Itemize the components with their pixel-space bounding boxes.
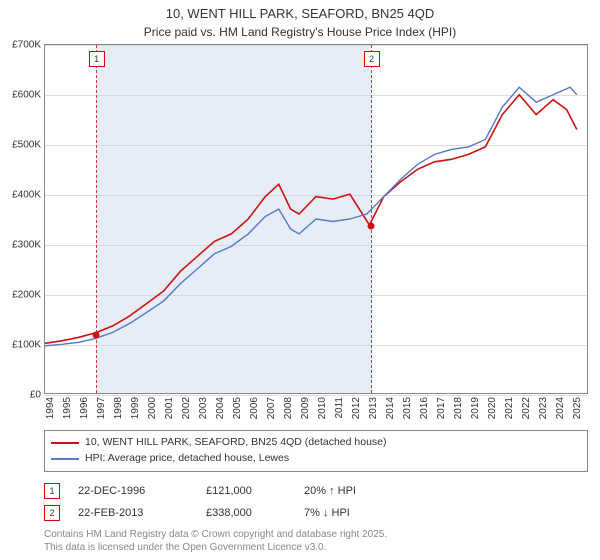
sale-row-price: £338,000 bbox=[206, 507, 286, 519]
xtick-label: 1994 bbox=[45, 397, 56, 427]
xtick-label: 2004 bbox=[215, 397, 226, 427]
chart-area: £0£100K£200K£300K£400K£500K£600K£700K199… bbox=[44, 44, 588, 394]
series-price_paid bbox=[45, 95, 577, 344]
xtick-label: 2019 bbox=[470, 397, 481, 427]
sale-row-diff: 7% ↓ HPI bbox=[304, 507, 394, 519]
sales-table: 1 22-DEC-1996 £121,000 20% ↑ HPI 2 22-FEB-201… bbox=[44, 480, 588, 524]
xtick-label: 2007 bbox=[266, 397, 277, 427]
footer-line-1: Contains HM Land Registry data © Crown c… bbox=[44, 528, 588, 541]
line-layer bbox=[45, 45, 587, 393]
xtick-label: 1998 bbox=[113, 397, 124, 427]
xtick-label: 2011 bbox=[334, 397, 345, 427]
sale-row-date: 22-FEB-2013 bbox=[78, 507, 188, 519]
xtick-label: 2002 bbox=[181, 397, 192, 427]
xtick-label: 2023 bbox=[538, 397, 549, 427]
xtick-label: 2009 bbox=[300, 397, 311, 427]
ytick-label: £100K bbox=[1, 340, 41, 351]
xtick-label: 2012 bbox=[351, 397, 362, 427]
legend-row: HPI: Average price, detached house, Lewe… bbox=[51, 451, 581, 467]
sale-marker-box: 1 bbox=[89, 51, 105, 67]
xtick-label: 2014 bbox=[385, 397, 396, 427]
xtick-label: 1995 bbox=[62, 397, 73, 427]
xtick-label: 2022 bbox=[521, 397, 532, 427]
xtick-label: 2003 bbox=[198, 397, 209, 427]
xtick-label: 2015 bbox=[402, 397, 413, 427]
xtick-label: 2013 bbox=[368, 397, 379, 427]
sale-marker-box: 2 bbox=[364, 51, 380, 67]
xtick-label: 2005 bbox=[232, 397, 243, 427]
plot-region: £0£100K£200K£300K£400K£500K£600K£700K199… bbox=[44, 44, 588, 394]
xtick-label: 2008 bbox=[283, 397, 294, 427]
legend-box: 10, WENT HILL PARK, SEAFORD, BN25 4QD (d… bbox=[44, 430, 588, 472]
ytick-label: £300K bbox=[1, 240, 41, 251]
xtick-label: 1999 bbox=[130, 397, 141, 427]
legend-area: 10, WENT HILL PARK, SEAFORD, BN25 4QD (d… bbox=[44, 430, 588, 472]
xtick-label: 2017 bbox=[436, 397, 447, 427]
legend-label: HPI: Average price, detached house, Lewe… bbox=[85, 451, 289, 467]
xtick-label: 2020 bbox=[487, 397, 498, 427]
legend-row: 10, WENT HILL PARK, SEAFORD, BN25 4QD (d… bbox=[51, 435, 581, 451]
legend-swatch bbox=[51, 458, 79, 460]
chart-subtitle: Price paid vs. HM Land Registry's House … bbox=[0, 23, 600, 45]
ytick-label: £400K bbox=[1, 190, 41, 201]
sale-row: 2 22-FEB-2013 £338,000 7% ↓ HPI bbox=[44, 502, 588, 524]
xtick-label: 1997 bbox=[96, 397, 107, 427]
sale-row: 1 22-DEC-1996 £121,000 20% ↑ HPI bbox=[44, 480, 588, 502]
license-footer: Contains HM Land Registry data © Crown c… bbox=[44, 528, 588, 554]
sale-row-marker: 2 bbox=[44, 505, 60, 521]
xtick-label: 2021 bbox=[504, 397, 515, 427]
ytick-label: £700K bbox=[1, 40, 41, 51]
chart-title: 10, WENT HILL PARK, SEAFORD, BN25 4QD bbox=[0, 0, 600, 23]
ytick-label: £600K bbox=[1, 90, 41, 101]
ytick-label: £200K bbox=[1, 290, 41, 301]
sale-row-diff: 20% ↑ HPI bbox=[304, 485, 394, 497]
footer-line-2: This data is licensed under the Open Gov… bbox=[44, 541, 588, 554]
xtick-label: 2025 bbox=[572, 397, 583, 427]
chart-container: 10, WENT HILL PARK, SEAFORD, BN25 4QD Pr… bbox=[0, 0, 600, 560]
legend-label: 10, WENT HILL PARK, SEAFORD, BN25 4QD (d… bbox=[85, 435, 387, 451]
xtick-label: 1996 bbox=[79, 397, 90, 427]
sale-row-date: 22-DEC-1996 bbox=[78, 485, 188, 497]
xtick-label: 2006 bbox=[249, 397, 260, 427]
xtick-label: 2016 bbox=[419, 397, 430, 427]
ytick-label: £500K bbox=[1, 140, 41, 151]
xtick-label: 2000 bbox=[147, 397, 158, 427]
xtick-label: 2018 bbox=[453, 397, 464, 427]
xtick-label: 2010 bbox=[317, 397, 328, 427]
sale-dot bbox=[92, 331, 99, 338]
xtick-label: 2001 bbox=[164, 397, 175, 427]
ytick-label: £0 bbox=[1, 390, 41, 401]
sale-row-marker: 1 bbox=[44, 483, 60, 499]
legend-swatch bbox=[51, 442, 79, 444]
xtick-label: 2024 bbox=[555, 397, 566, 427]
sale-row-price: £121,000 bbox=[206, 485, 286, 497]
sale-dot bbox=[367, 223, 374, 230]
